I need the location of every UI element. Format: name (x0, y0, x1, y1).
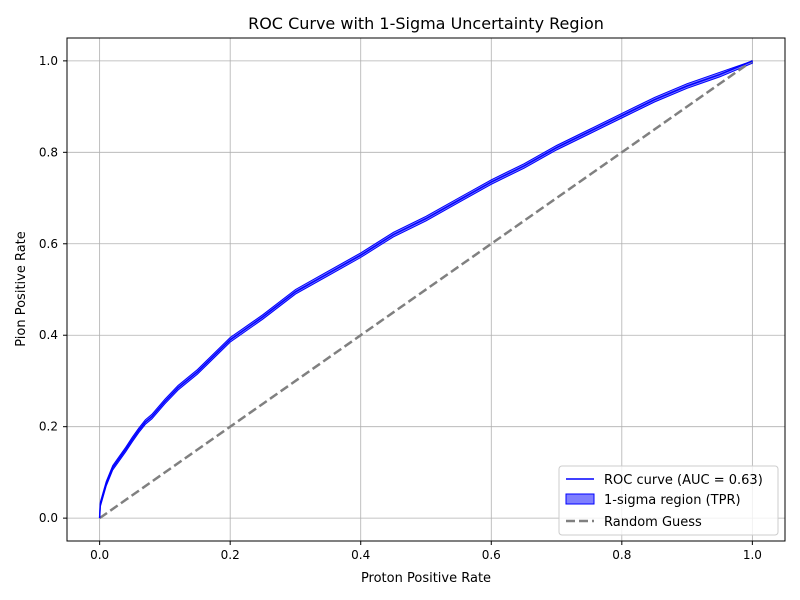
y-ticks: 0.0 0.2 0.4 0.6 0.8 1.0 (39, 54, 67, 525)
x-ticks: 0.0 0.2 0.4 0.6 0.8 1.0 (90, 541, 762, 562)
y-tick-label: 0.2 (39, 420, 58, 434)
axes-frame (66, 37, 786, 542)
x-tick-label: 1.0 (743, 548, 762, 562)
x-axis-label: Proton Positive Rate (361, 571, 491, 586)
legend-band-swatch (565, 493, 595, 505)
one-sigma-band (99, 60, 753, 519)
x-tick-label: 0.4 (351, 548, 370, 562)
y-tick-label: 0.0 (39, 511, 58, 525)
roc-curve-line (98, 60, 753, 519)
chart-title: ROC Curve with 1-Sigma Uncertainty Regio… (248, 14, 604, 33)
legend-band-label: 1-sigma region (TPR) (604, 493, 741, 508)
x-tick-label: 0.0 (90, 548, 109, 562)
legend-roc-label: ROC curve (AUC = 0.63) (604, 473, 763, 488)
x-tick-label: 0.2 (221, 548, 240, 562)
y-tick-label: 0.4 (39, 328, 58, 342)
random-guess-line (98, 59, 754, 520)
y-axis-label: Pion Positive Rate (14, 231, 29, 347)
x-tick-label: 0.8 (612, 548, 631, 562)
legend-box (558, 465, 779, 536)
y-tick-label: 0.8 (39, 145, 58, 159)
legend: ROC curve (AUC = 0.63) 1-sigma region (T… (558, 465, 779, 536)
y-tick-label: 1.0 (39, 54, 58, 68)
legend-random-label: Random Guess (604, 515, 702, 530)
x-tick-label: 0.6 (482, 548, 501, 562)
y-tick-label: 0.6 (39, 237, 58, 251)
plot-area: 0.0 0.2 0.4 0.6 0.8 1.0 0.0 0.2 0.4 0.6 0.8 1.0 (39, 37, 786, 562)
